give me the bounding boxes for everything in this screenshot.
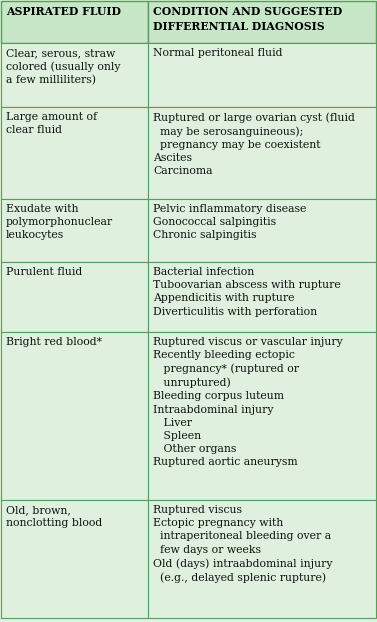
Text: Exudate with
polymorphonuclear
leukocytes: Exudate with polymorphonuclear leukocyte… [6,204,113,240]
Text: Normal peritoneal fluid: Normal peritoneal fluid [153,48,282,58]
Bar [1,332,148,500]
Bar [1,500,148,618]
Bar [148,262,376,332]
Bar [148,43,376,107]
Text: Ruptured viscus or vascular injury
Recently bleeding ectopic
   pregnancy* (rupt: Ruptured viscus or vascular injury Recen… [153,337,343,467]
Text: Ruptured viscus
Ectopic pregnancy with
  intraperitoneal bleeding over a
  few d: Ruptured viscus Ectopic pregnancy with i… [153,505,333,583]
Text: Old, brown,
nonclotting blood: Old, brown, nonclotting blood [6,505,102,528]
Bar [1,262,148,332]
Bar [148,500,376,618]
Bar [148,199,376,262]
Bar [1,43,148,107]
Text: Large amount of
clear fluid: Large amount of clear fluid [6,112,97,135]
Text: Ruptured or large ovarian cyst (fluid
  may be serosanguineous);
  pregnancy may: Ruptured or large ovarian cyst (fluid ma… [153,112,355,176]
Text: Purulent fluid: Purulent fluid [6,267,82,277]
Bar [148,332,376,500]
Text: Bright red blood*: Bright red blood* [6,337,102,347]
Bar [148,1,376,43]
Bar [1,1,148,43]
Text: ASPIRATED FLUID: ASPIRATED FLUID [6,6,121,17]
Bar [1,199,148,262]
Text: Pelvic inflammatory disease
Gonococcal salpingitis
Chronic salpingitis: Pelvic inflammatory disease Gonococcal s… [153,204,307,240]
Bar [1,107,148,199]
Text: Bacterial infection
Tuboovarian abscess with rupture
Appendicitis with rupture
D: Bacterial infection Tuboovarian abscess … [153,267,341,317]
Bar [148,107,376,199]
Text: CONDITION AND SUGGESTED
DIFFERENTIAL DIAGNOSIS: CONDITION AND SUGGESTED DIFFERENTIAL DIA… [153,6,342,32]
Text: Clear, serous, straw
colored (usually only
a few milliliters): Clear, serous, straw colored (usually on… [6,48,121,86]
